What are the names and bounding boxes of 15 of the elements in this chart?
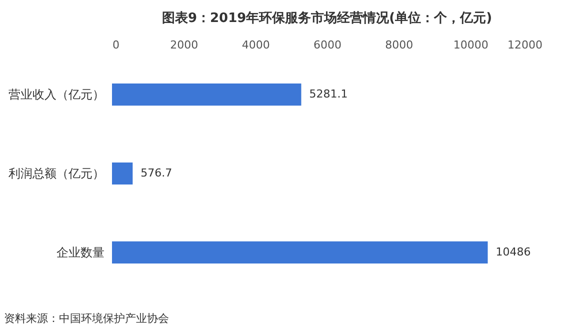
x-tick-label: 0 xyxy=(112,38,120,52)
y-tick-label: 企业数量 xyxy=(56,245,104,260)
x-tick-label: 10000 xyxy=(453,38,488,52)
data-label: 5281.1 xyxy=(309,88,348,101)
x-tick-label: 2000 xyxy=(170,38,198,52)
text: 资料来源：中国环境保护产业协会 xyxy=(4,312,169,325)
y-tick-label: 利润总额（亿元） xyxy=(8,166,104,180)
x-tick-label: 6000 xyxy=(314,38,342,52)
data-label: 10486 xyxy=(496,245,531,258)
chart-title: 图表9：2019年环保服务市场经营情况(单位：个，亿元) xyxy=(162,10,492,26)
x-tick-label: 8000 xyxy=(385,38,414,52)
x-tick-label: 12000 xyxy=(508,38,542,52)
x-tick-label: 4000 xyxy=(242,38,270,52)
data-label: 576.7 xyxy=(140,166,172,180)
y-tick-label: 营业收入（亿元） xyxy=(8,88,104,102)
